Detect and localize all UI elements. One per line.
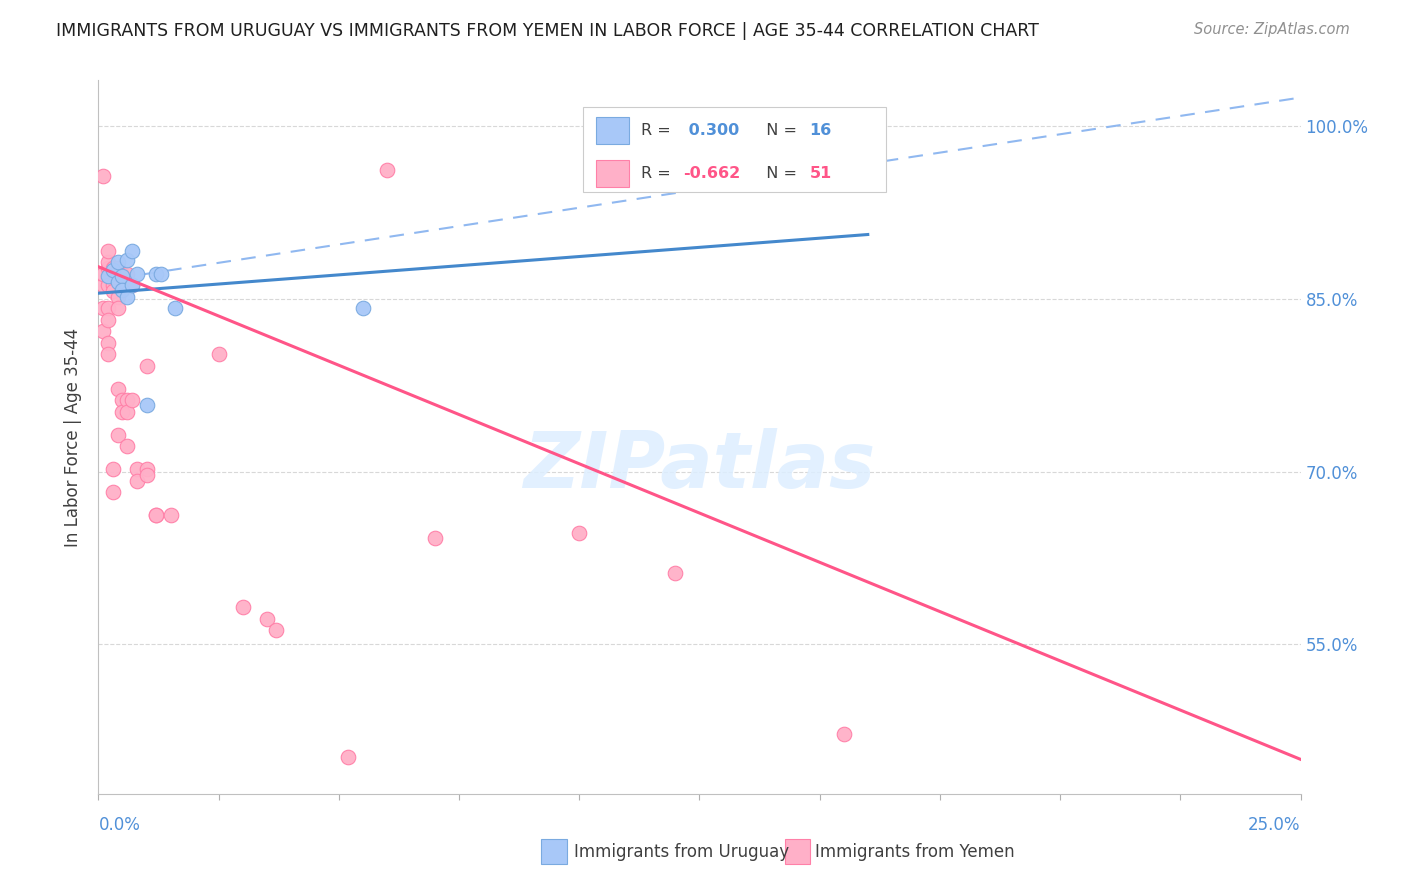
Point (101, 462, 124, 476)
Point (111, 268, 134, 283)
Text: R =: R = (641, 166, 676, 181)
Point (91, 301, 114, 315)
Point (125, 267, 148, 281)
Text: 51: 51 (810, 166, 832, 181)
Point (97, 244, 120, 258)
Point (135, 468, 157, 483)
Point (135, 462, 157, 476)
Text: 0.300: 0.300 (683, 123, 740, 138)
Point (97, 347, 120, 361)
Text: R =: R = (641, 123, 676, 138)
Point (832, 727, 855, 741)
Point (423, 532, 446, 546)
Point (159, 508, 181, 523)
Point (117, 267, 139, 281)
Point (101, 260, 124, 275)
Text: Source: ZipAtlas.com: Source: ZipAtlas.com (1194, 22, 1350, 37)
Point (107, 290, 129, 304)
Point (149, 267, 172, 281)
Point (121, 278, 143, 293)
Point (101, 485, 124, 500)
Point (121, 278, 143, 293)
Point (97, 268, 120, 283)
Point (125, 474, 148, 488)
Y-axis label: In Labor Force | Age 35-44: In Labor Force | Age 35-44 (65, 327, 83, 547)
Point (91, 324, 114, 338)
Point (135, 398, 157, 412)
Text: -0.662: -0.662 (683, 166, 741, 181)
Point (145, 508, 167, 523)
Point (91, 267, 114, 281)
Text: ZIPatlas: ZIPatlas (523, 427, 876, 504)
Point (232, 600, 254, 615)
Point (107, 427, 129, 442)
Text: N =: N = (756, 123, 803, 138)
Text: Immigrants from Uruguay: Immigrants from Uruguay (574, 843, 789, 861)
Point (117, 439, 139, 453)
Point (135, 359, 157, 373)
Point (107, 301, 129, 315)
Point (337, 750, 360, 764)
Text: 16: 16 (810, 123, 832, 138)
Point (145, 267, 167, 281)
Point (664, 566, 686, 580)
Point (97, 312, 120, 326)
Point (208, 347, 231, 361)
Text: IMMIGRANTS FROM URUGUAY VS IMMIGRANTS FROM YEMEN IN LABOR FORCE | AGE 35-44 CORR: IMMIGRANTS FROM URUGUAY VS IMMIGRANTS FR… (56, 22, 1039, 40)
Point (117, 405, 139, 419)
Point (111, 393, 134, 408)
Text: N =: N = (756, 166, 803, 181)
Text: Immigrants from Yemen: Immigrants from Yemen (815, 843, 1015, 861)
Text: 0.0%: 0.0% (98, 816, 141, 834)
Point (97, 301, 120, 315)
Point (121, 244, 143, 258)
Point (107, 275, 129, 289)
Point (117, 290, 139, 304)
Text: 25.0%: 25.0% (1249, 816, 1301, 834)
Point (107, 260, 129, 275)
Point (125, 462, 148, 476)
Point (117, 393, 139, 408)
Point (352, 301, 374, 315)
Point (145, 508, 167, 523)
Point (97, 255, 120, 269)
Point (97, 335, 120, 350)
Point (568, 525, 591, 540)
Point (107, 382, 129, 396)
Point (117, 252, 139, 267)
Point (111, 267, 134, 281)
Point (111, 283, 134, 297)
Point (121, 393, 143, 408)
Point (101, 284, 124, 298)
Point (97, 278, 120, 293)
Point (97, 260, 120, 275)
Point (111, 405, 134, 419)
Point (266, 624, 288, 638)
Point (91, 169, 114, 183)
Point (107, 255, 129, 269)
Point (101, 263, 124, 277)
Point (375, 163, 398, 178)
Point (256, 612, 278, 626)
Point (165, 301, 187, 315)
Point (107, 267, 129, 281)
Point (91, 278, 114, 293)
Point (101, 278, 124, 293)
